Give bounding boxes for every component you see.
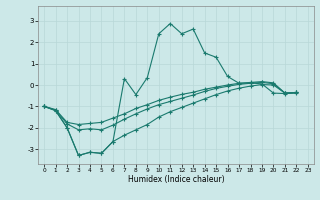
X-axis label: Humidex (Indice chaleur): Humidex (Indice chaleur) [128,175,224,184]
